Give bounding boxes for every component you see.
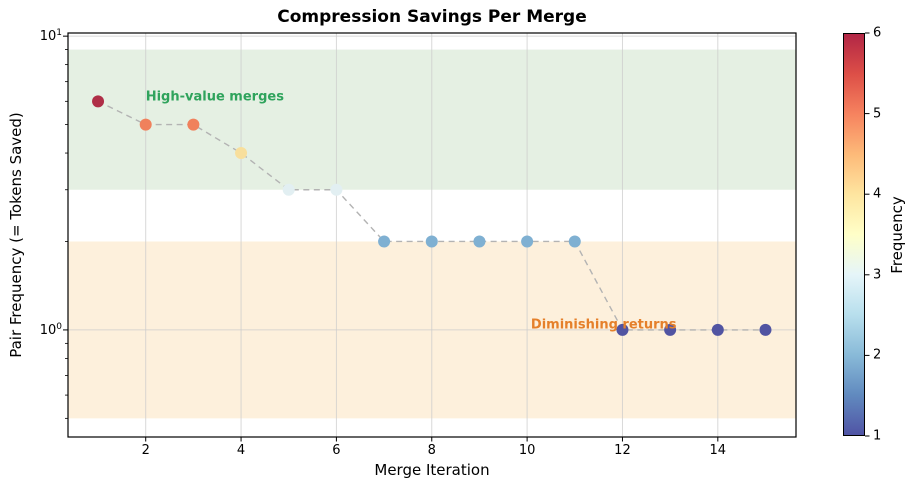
data-point — [521, 235, 534, 248]
data-point — [616, 323, 629, 336]
data-point — [330, 183, 343, 196]
x-tick-label: 4 — [236, 443, 246, 458]
x-tick-label: 6 — [332, 443, 341, 458]
colorbar-tick-label: 5 — [873, 106, 882, 122]
data-point — [378, 235, 391, 248]
data-point — [759, 323, 772, 336]
annotation-diminishing-returns: Diminishing returns — [530, 317, 677, 333]
x-tick-label: 10 — [518, 443, 536, 458]
x-tick-label: 2 — [141, 443, 150, 458]
data-point — [282, 183, 295, 196]
chart-title: Compression Savings Per Merge — [277, 7, 587, 27]
data-point — [92, 95, 105, 108]
colorbar-tick-label: 1 — [873, 428, 882, 444]
colorbar-tick-label: 6 — [873, 25, 882, 41]
data-point — [711, 323, 724, 336]
y-axis-label: Pair Frequency (= Tokens Saved) — [7, 112, 25, 358]
data-point — [187, 118, 200, 131]
x-tick-label: 8 — [427, 443, 436, 458]
data-point — [139, 118, 152, 131]
data-point — [473, 235, 486, 248]
colorbar-tick-label: 4 — [873, 186, 882, 202]
colorbar-tick-label: 3 — [873, 267, 882, 283]
x-axis-label: Merge Iteration — [374, 461, 490, 479]
data-point — [664, 323, 677, 336]
annotation-high-value-merges: High-value merges — [145, 89, 284, 105]
data-point — [235, 147, 248, 160]
y-tick-label: 101 — [39, 27, 62, 45]
plot-border — [67, 32, 797, 438]
x-tick-label: 14 — [709, 443, 727, 458]
colorbar-label: Frequency — [888, 196, 906, 274]
colorbar — [843, 33, 865, 436]
y-tick-label: 100 — [39, 321, 62, 339]
colorbar-tick-label: 2 — [873, 347, 882, 363]
data-point — [568, 235, 581, 248]
data-point — [425, 235, 438, 248]
x-tick-label: 12 — [614, 443, 631, 458]
